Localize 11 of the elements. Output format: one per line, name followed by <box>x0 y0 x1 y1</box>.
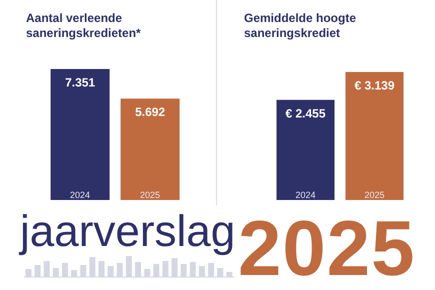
annotation: jaarverslag <box>20 207 236 257</box>
data-label: 7.351 <box>65 76 96 90</box>
chart-title: Aantal verleende saneringskredieten* <box>26 11 142 41</box>
chart-title: Gemiddelde hoogte saneringskrediet <box>244 11 358 41</box>
data-label: € 3.139 <box>354 78 395 93</box>
x-tick-label: 2024 <box>295 190 316 200</box>
x-tick-label: 2025 <box>140 190 160 200</box>
x-tick-label: 2024 <box>70 190 90 200</box>
x-tick-label: 2025 <box>364 190 385 200</box>
data-label: 5.692 <box>135 105 166 120</box>
data-label: € 2.455 <box>285 106 326 120</box>
